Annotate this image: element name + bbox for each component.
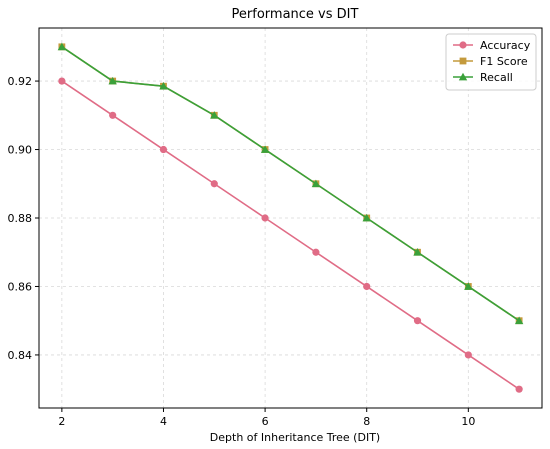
accuracy-point xyxy=(312,248,320,256)
recall-point xyxy=(311,179,321,188)
accuracy-point xyxy=(464,351,472,359)
x-tick-label: 8 xyxy=(363,415,370,428)
legend-marker-recall xyxy=(458,72,468,81)
x-tick-label: 4 xyxy=(160,415,167,428)
legend-item-accuracy: Accuracy xyxy=(453,39,531,52)
accuracy-point xyxy=(210,180,218,188)
x-tick-label: 10 xyxy=(461,415,475,428)
y-tick-label: 0.92 xyxy=(8,75,33,88)
recall-point xyxy=(362,213,371,222)
accuracy-point xyxy=(159,145,168,154)
x-axis-label: Depth of Inheritance Tree (DIT) xyxy=(210,431,380,444)
legend-label-recall: Recall xyxy=(480,71,513,84)
x-tick-label: 2 xyxy=(58,415,65,428)
recall-point xyxy=(159,81,168,90)
recall-point xyxy=(108,76,117,85)
chart-title: Performance vs DIT xyxy=(232,7,359,22)
recall-point xyxy=(210,111,219,119)
legend-box xyxy=(445,33,537,91)
recall-point xyxy=(260,145,270,153)
x-tick-label: 6 xyxy=(262,415,269,428)
y-tick-label: 0.86 xyxy=(8,280,33,293)
accuracy-point xyxy=(413,317,422,325)
series-layer xyxy=(57,42,524,393)
legend-item-f1-score: F1 Score xyxy=(453,55,528,68)
legend-marker-accuracy xyxy=(459,41,467,49)
accuracy-point xyxy=(261,214,269,222)
accuracy-point xyxy=(58,77,66,85)
accuracy-point xyxy=(363,282,371,291)
legend-item-recall: Recall xyxy=(453,71,513,84)
tick-layer: 2 4 6 8 10 0.84 0.86 0.88 0.90 0.92 xyxy=(8,75,476,428)
y-tick-label: 0.90 xyxy=(8,144,33,157)
series-recall xyxy=(57,42,524,325)
legend-label-accuracy: Accuracy xyxy=(480,39,531,52)
recall-point xyxy=(514,316,524,325)
accuracy-line xyxy=(61,80,520,390)
recall-point xyxy=(464,282,473,290)
y-tick-label: 0.84 xyxy=(8,349,33,362)
recall-point xyxy=(413,248,422,256)
recall-line xyxy=(61,46,520,322)
accuracy-point xyxy=(109,111,117,119)
series-accuracy xyxy=(58,77,523,393)
y-tick-label: 0.88 xyxy=(8,212,33,225)
accuracy-point xyxy=(515,385,523,393)
legend-marker-f1-score xyxy=(459,57,467,65)
recall-point xyxy=(57,42,67,51)
legend: Accuracy F1 Score Recall xyxy=(445,33,537,91)
legend-label-f1-score: F1 Score xyxy=(480,55,528,68)
